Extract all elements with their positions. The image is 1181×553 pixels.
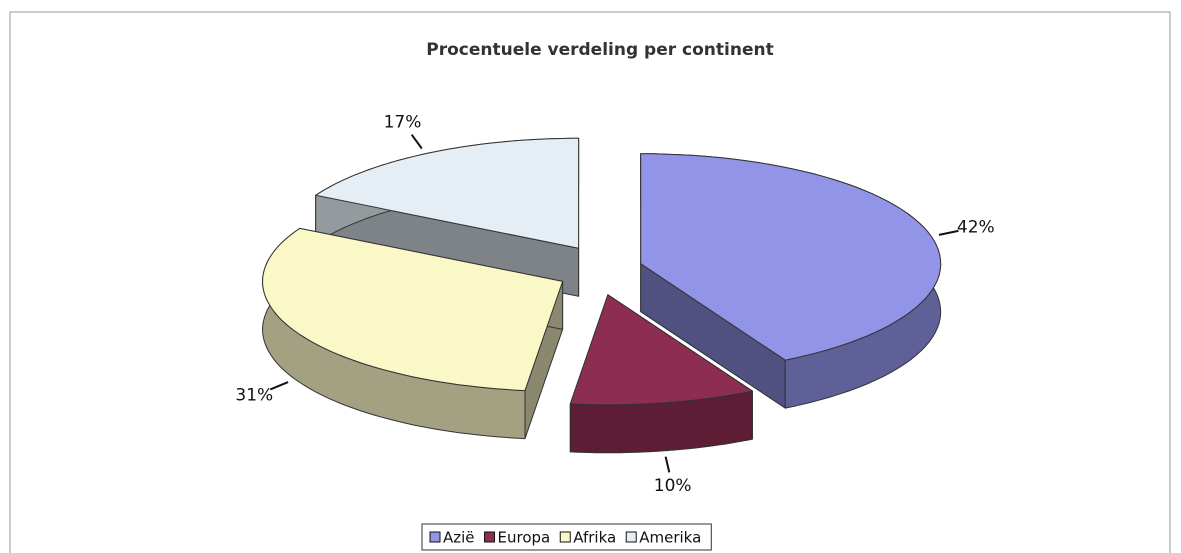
legend: Azië Europa Afrika Amerika	[421, 523, 712, 551]
slice-top	[262, 227, 564, 392]
legend-swatch	[559, 531, 571, 543]
pie-slice	[640, 153, 942, 409]
chart-title: Procentuele verdeling per continent	[426, 40, 773, 60]
data-label: 17%	[384, 113, 422, 133]
legend-swatch	[484, 531, 496, 543]
legend-label: Amerika	[639, 529, 701, 547]
leader-line	[938, 229, 959, 236]
slice-top	[315, 137, 580, 249]
pie-slice	[569, 294, 753, 454]
legend-label: Azië	[443, 529, 475, 547]
leader-line	[664, 456, 671, 473]
leader-line	[269, 381, 289, 391]
legend-label: Afrika	[573, 529, 616, 547]
chart-frame	[9, 11, 1171, 553]
slice-top	[569, 294, 753, 406]
legend-label: Europa	[498, 529, 551, 547]
slice-top	[640, 153, 942, 361]
data-label: 31%	[235, 386, 273, 406]
data-label: 42%	[957, 217, 995, 237]
leader-line	[410, 134, 423, 150]
legend-swatch	[625, 531, 637, 543]
pie-slice	[262, 227, 564, 440]
data-label: 10%	[654, 476, 692, 496]
legend-swatch	[429, 531, 441, 543]
